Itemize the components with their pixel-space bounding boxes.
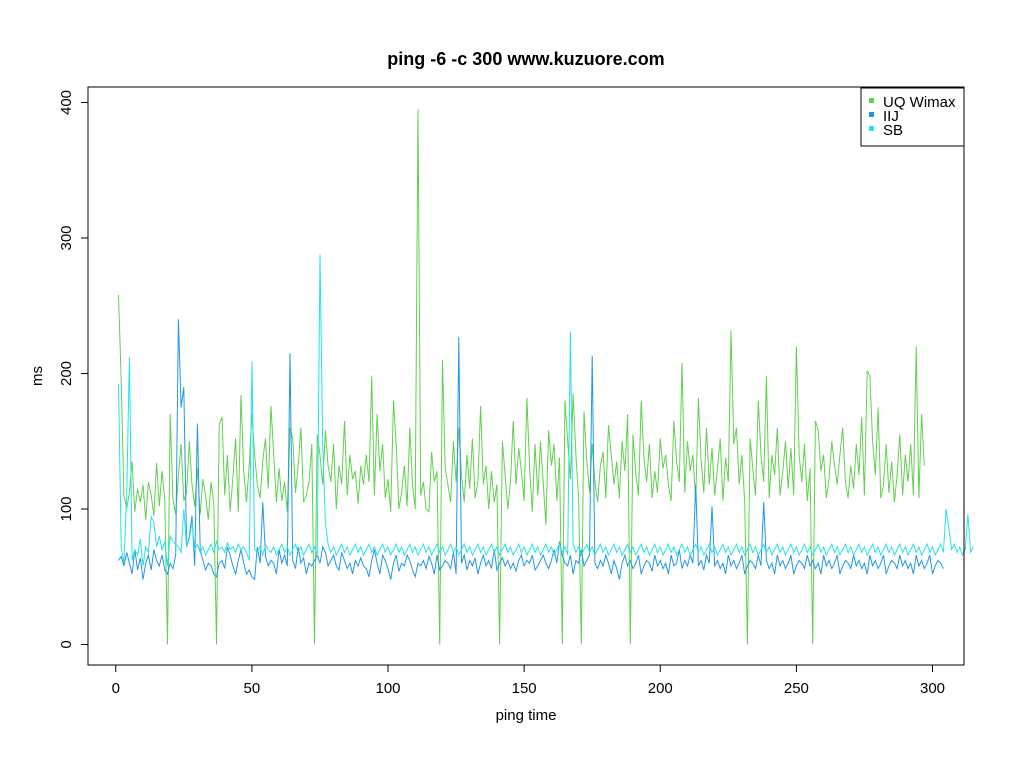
x-axis: 0 50 100 150 200 250 300 xyxy=(112,664,945,697)
chart-title: ping -6 -c 300 www.kuzuore.com xyxy=(387,49,664,69)
series-line-iij xyxy=(118,319,944,581)
x-tick-label: 50 xyxy=(244,680,261,697)
legend-label: SB xyxy=(883,122,903,139)
y-tick-label: 300 xyxy=(58,225,75,250)
x-tick-label: 300 xyxy=(920,680,945,697)
legend-swatch xyxy=(869,98,874,103)
series-line-sb xyxy=(118,254,974,566)
series-line-uq-wimax xyxy=(118,109,925,645)
legend-swatch xyxy=(869,126,874,131)
legend-swatch xyxy=(869,112,874,117)
x-axis-label: ping time xyxy=(496,707,557,724)
x-tick-label: 0 xyxy=(112,680,120,697)
x-tick-label: 250 xyxy=(784,680,809,697)
y-tick-label: 400 xyxy=(58,90,75,115)
y-axis: 0 100 200 300 400 xyxy=(58,90,89,649)
y-axis-label: ms xyxy=(29,366,46,386)
legend-box xyxy=(860,87,965,147)
y-tick-label: 100 xyxy=(58,496,75,521)
x-tick-label: 100 xyxy=(376,680,401,697)
legend-label: UQ Wimax xyxy=(883,94,956,111)
x-tick-label: 200 xyxy=(648,680,673,697)
plot-frame xyxy=(87,86,965,666)
legend-label: IIJ xyxy=(883,108,899,125)
y-tick-label: 200 xyxy=(58,361,75,386)
plot-area xyxy=(118,109,974,645)
x-tick-label: 150 xyxy=(512,680,537,697)
y-tick-label: 0 xyxy=(58,640,75,648)
